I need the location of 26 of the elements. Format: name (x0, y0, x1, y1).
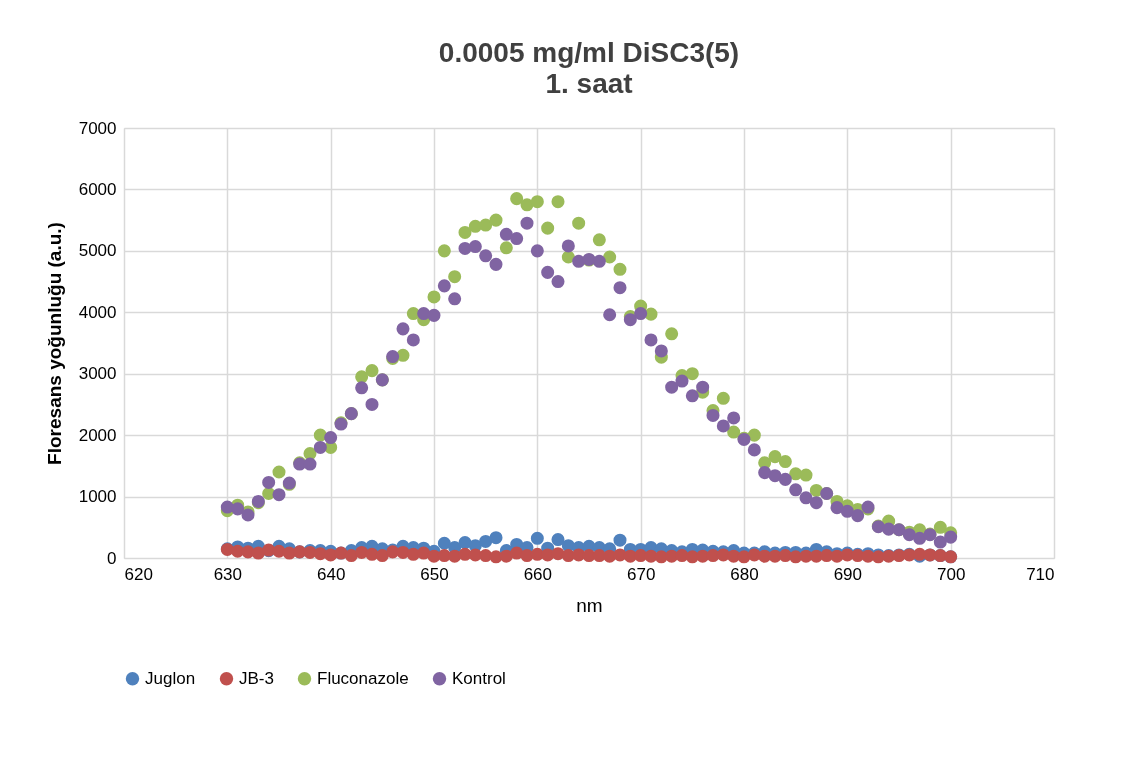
x-tick-label: 670 (626, 564, 656, 584)
chart-subtitle: 1. saat (545, 68, 633, 99)
y-tick-label: 6000 (78, 179, 117, 199)
x-tick-label: 690 (833, 564, 863, 584)
y-tick-label: 5000 (78, 241, 117, 261)
y-tick-label: 2000 (78, 425, 117, 445)
legend-label: Juglon (145, 668, 196, 688)
x-tick-label: 680 (730, 564, 759, 584)
x-tick-label: 710 (1026, 564, 1055, 584)
x-tick-label: 630 (213, 564, 243, 584)
legend-label: Kontrol (452, 668, 506, 688)
legend-label: Fluconazole (317, 668, 409, 688)
y-tick-label: 3000 (78, 364, 117, 384)
y-tick-label: 7000 (78, 118, 117, 138)
chart-title: 0.0005 mg/ml DiSC3(5) (438, 37, 740, 68)
y-tick-label: 0 (107, 548, 117, 568)
x-tick-label: 700 (936, 564, 966, 584)
legend-label: JB-3 (239, 668, 274, 688)
x-tick-label: 640 (316, 564, 346, 584)
x-axis-title: nm (576, 594, 603, 616)
y-tick-label: 4000 (78, 302, 117, 322)
x-tick-label: 660 (523, 564, 553, 584)
y-axis-title: Floresans yoğunluğu (a.u.) (43, 222, 65, 465)
x-tick-label: 650 (420, 564, 449, 584)
x-tick-label: 620 (124, 564, 153, 584)
y-tick-label: 1000 (78, 487, 117, 507)
